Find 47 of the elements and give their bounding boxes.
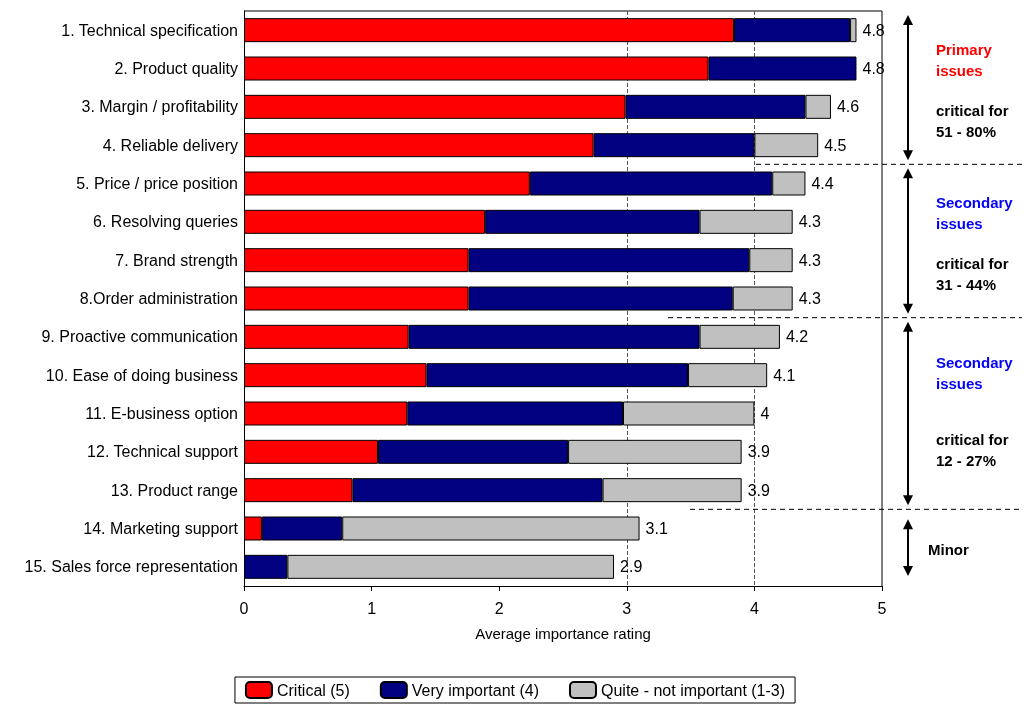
x-tick-label: 1 xyxy=(367,599,377,617)
y-tick-label: 11. E-business option xyxy=(85,405,238,422)
text: critical for 51 - 80% xyxy=(936,101,1013,140)
legend-label: Critical (5) xyxy=(276,681,350,699)
x-axis-title: Average importance rating xyxy=(475,625,651,642)
total-label: 3.1 xyxy=(645,520,668,537)
y-tick-label: 13. Product range xyxy=(110,481,239,499)
x-tick-label: 3 xyxy=(622,599,632,617)
text: critical for 12 - 27% xyxy=(936,430,1013,469)
total-label: 4.2 xyxy=(785,328,809,346)
y-tick-label: 6. Resolving queries xyxy=(93,213,238,231)
y-tick-label: 2. Product quality xyxy=(114,60,238,77)
y-tick-label: 15. Sales force representation xyxy=(24,558,238,576)
text: critical for 31 - 44% xyxy=(936,255,1013,294)
x-tick-label: 0 xyxy=(239,599,249,617)
text: Primary issues xyxy=(936,40,997,79)
x-tick-label: 4 xyxy=(749,599,759,617)
total-label: 4.5 xyxy=(824,136,847,154)
x-tick-label: 2 xyxy=(494,599,504,617)
legend-label: Very important (4) xyxy=(411,681,539,699)
total-label: 4.8 xyxy=(862,21,885,39)
total-label: 4.4 xyxy=(811,175,834,192)
y-tick-label: 9. Proactive communication xyxy=(41,328,238,346)
y-tick-label: 12. Technical support xyxy=(87,443,239,461)
y-tick-label: 7. Brand strength xyxy=(115,251,238,269)
total-label: 4 xyxy=(760,405,770,422)
text: Secondary issues xyxy=(936,193,1017,232)
total-label: 4.6 xyxy=(836,98,860,116)
legend-label: Quite - not important (1-3) xyxy=(600,681,786,699)
total-label: 4.1 xyxy=(773,366,796,384)
y-tick-label: 1. Technical specification xyxy=(61,21,238,39)
y-tick-label: 8.Order administration xyxy=(79,290,238,307)
y-tick-label: 5. Price / price position xyxy=(76,175,238,192)
total-label: 3.9 xyxy=(747,443,770,461)
total-label: 4.3 xyxy=(798,213,822,231)
total-label: 3.9 xyxy=(747,481,770,499)
text: Minor xyxy=(928,540,969,558)
text: Secondary issues xyxy=(936,354,1017,393)
total-label: 4.3 xyxy=(798,290,822,307)
y-tick-label: 14. Marketing support xyxy=(83,520,239,537)
total-label: 4.3 xyxy=(798,251,822,269)
x-tick-label: 5 xyxy=(877,599,887,617)
y-tick-label: 4. Reliable delivery xyxy=(102,136,238,154)
y-tick-label: 10. Ease of doing business xyxy=(45,366,238,384)
y-tick-label: 3. Margin / profitability xyxy=(81,98,238,116)
total-label: 2.9 xyxy=(620,558,643,576)
total-label: 4.8 xyxy=(862,60,885,77)
